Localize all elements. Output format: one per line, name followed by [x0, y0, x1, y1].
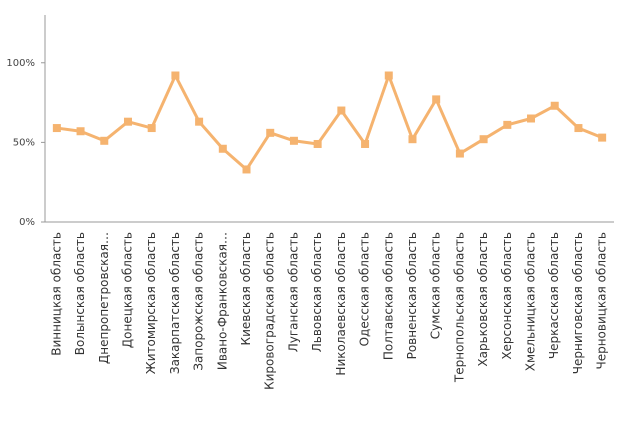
y-tick-label: 0% [19, 217, 35, 228]
x-tick-label: Хмельницкая область [524, 232, 538, 371]
marker [432, 95, 441, 104]
line [56, 74, 603, 171]
x-tick-label: Ивано-Франковская… [215, 232, 229, 370]
marker [527, 114, 536, 123]
x-tick-label: Черниговская область [571, 232, 585, 374]
x-tick-label: Сумская область [429, 232, 443, 339]
marker [266, 128, 275, 137]
y-tick-label: 50% [13, 137, 35, 148]
x-tick-label: Кировоградская область [263, 232, 277, 390]
marker [52, 124, 61, 133]
x-tick-label: Одесская область [358, 232, 372, 346]
marker [408, 135, 417, 144]
x-tick-label: Житомирская область [144, 232, 158, 374]
marker [550, 101, 559, 110]
y-tick-label: 100% [6, 58, 35, 69]
marker [100, 136, 109, 145]
marker [147, 124, 156, 133]
x-tick-label: Запорожская область [192, 232, 206, 371]
x-tick-label: Черкасская область [547, 232, 561, 359]
marker [171, 71, 180, 80]
marker [289, 136, 298, 145]
marker [123, 117, 132, 126]
marker [218, 144, 227, 153]
x-tick-label: Херсонская область [500, 232, 514, 360]
marker [76, 127, 85, 136]
marker [503, 120, 512, 129]
marker [195, 117, 204, 126]
x-tick-label: Ровненская область [405, 232, 419, 359]
marker [242, 165, 251, 174]
x-tick-label: Черновицкая область [595, 232, 609, 370]
x-tick-label: Тернопольская область [452, 232, 466, 383]
x-tick-label: Харьковская область [476, 232, 490, 367]
x-tick-label: Волынская область [73, 232, 87, 355]
marker [455, 149, 464, 158]
x-tick-label: Донецкая область [120, 232, 134, 348]
x-tick-label: Луганская область [286, 232, 300, 352]
x-tick-label: Винницкая область [49, 232, 63, 356]
marker [337, 106, 346, 115]
x-tick-label: Полтавская область [381, 232, 395, 360]
x-tick-label: Киевская область [239, 232, 253, 345]
marker [479, 135, 488, 144]
marker [574, 124, 583, 133]
x-tick-label: Львовская область [310, 232, 324, 352]
marker [384, 71, 393, 80]
x-tick-label: Днепропетровская… [97, 232, 111, 364]
x-tick-label: Закарпатская область [168, 232, 182, 374]
marker [361, 139, 370, 148]
marker [598, 133, 607, 142]
marker [313, 139, 322, 148]
x-tick-label: Николаевская область [334, 232, 348, 376]
